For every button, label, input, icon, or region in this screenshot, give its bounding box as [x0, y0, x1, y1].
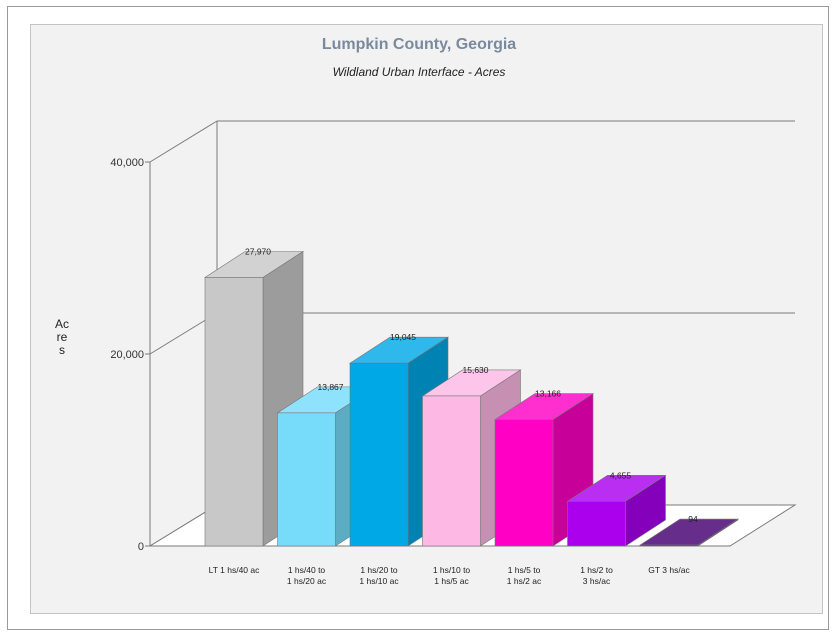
category-label-2-0: 1 hs/20 to — [360, 565, 398, 575]
bar-6 — [639, 544, 699, 547]
category-label-1-1: 1 hs/20 ac — [287, 576, 327, 586]
chart-title: Lumpkin County, Georgia — [321, 36, 517, 53]
data-label-1: 13,867 — [318, 382, 344, 392]
y-axis-label: Acres — [55, 317, 70, 357]
bar-3 — [422, 395, 481, 547]
category-label-6-0: GT 3 hs/ac — [648, 565, 690, 575]
gridline-left-2 — [149, 120, 218, 163]
data-label-4: 13,166 — [535, 389, 561, 399]
data-label-2: 19,045 — [390, 332, 416, 342]
category-label-3-0: 1 hs/10 to — [433, 565, 471, 575]
category-label-4-0: 1 hs/5 to — [508, 565, 541, 575]
category-label-1-0: 1 hs/40 to — [288, 565, 326, 575]
category-label-2-1: 1 hs/10 ac — [359, 576, 399, 586]
category-label-3-1: 1 hs/5 ac — [434, 576, 469, 586]
data-label-3: 15,630 — [463, 365, 489, 375]
bar-4 — [494, 419, 554, 547]
bar-5 — [567, 501, 626, 547]
bar-0 — [204, 277, 264, 547]
category-label-4-1: 1 hs/2 ac — [507, 576, 542, 586]
category-label-5-1: 3 hs/ac — [583, 576, 611, 586]
category-label-0-0: LT 1 hs/40 ac — [209, 565, 260, 575]
y-tick-label-1: 20,000 — [110, 349, 144, 361]
chart-subtitle: Wildland Urban Interface - Acres — [332, 65, 506, 79]
data-label-0: 27,970 — [245, 246, 271, 256]
bar-1 — [277, 412, 336, 547]
data-label-5: 4,655 — [610, 470, 632, 480]
y-tick-label-2: 40,000 — [110, 157, 144, 169]
y-tick-label-0: 0 — [138, 541, 144, 553]
data-label-6: 94 — [688, 514, 698, 524]
bar-2 — [349, 362, 409, 547]
category-label-5-0: 1 hs/2 to — [580, 565, 613, 575]
